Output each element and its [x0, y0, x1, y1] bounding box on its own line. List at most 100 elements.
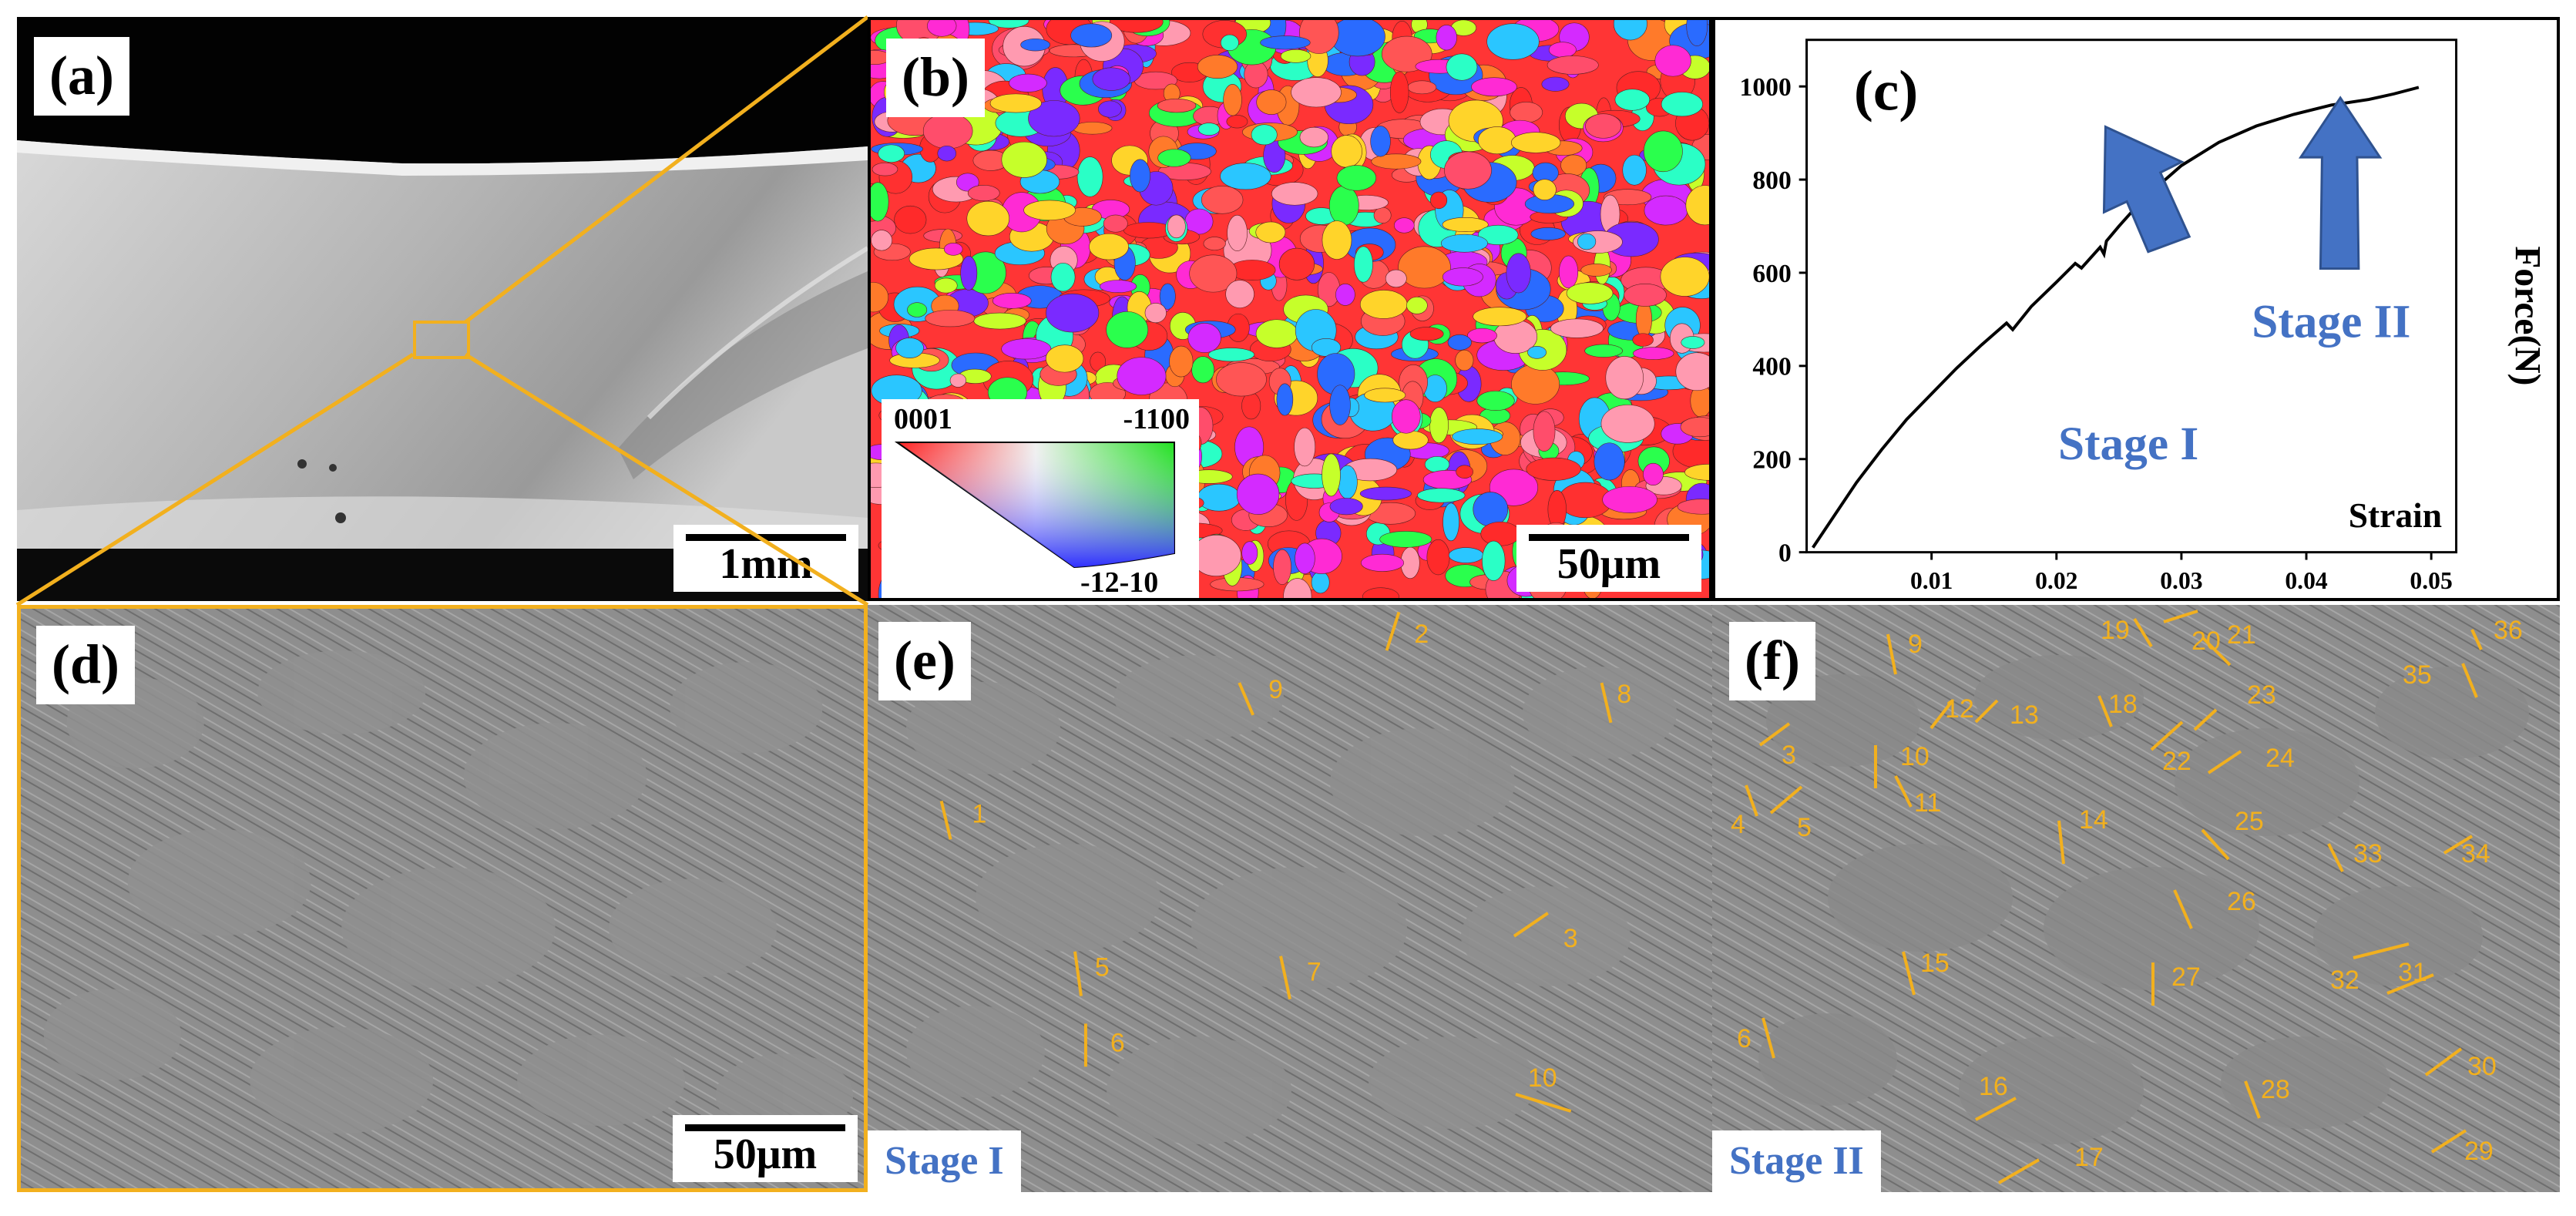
twin-line	[2353, 942, 2410, 959]
twin-number-label: 18	[2108, 690, 2138, 719]
twin-number-label: 5	[1095, 953, 1110, 983]
stage-i-annotation: Stage I	[2058, 418, 2198, 470]
twin-line	[1769, 785, 1803, 815]
twin-line	[2097, 695, 2113, 727]
panel-a-scale-text: 1mm	[719, 540, 813, 588]
twin-markers: 1 2 3 5 6 7 8 9 10	[939, 611, 1631, 1113]
twin-line	[2193, 708, 2218, 731]
twin-line	[2173, 889, 2193, 929]
twin-number-label: 10	[1528, 1063, 1557, 1093]
twin-number-label: 31	[2398, 958, 2427, 987]
panel-b-scale-text: 50μm	[1557, 540, 1661, 588]
y-axis-label: Force(N)	[2507, 246, 2547, 385]
twin-line	[1745, 784, 1758, 817]
twin-number-label: 22	[2162, 747, 2191, 776]
panel-b-label: (b)	[886, 39, 985, 117]
twin-line	[1238, 682, 1255, 716]
twin-number-label: 11	[1914, 788, 1941, 818]
panel-b: (b) 0001 -1100 -12-10 50μm	[868, 17, 1712, 601]
twin-line	[1998, 1158, 2040, 1184]
twin-line	[1385, 611, 1401, 651]
twin-number-label: 32	[2330, 966, 2359, 995]
twin-number-label: 9	[1268, 675, 1283, 704]
stage-ii-annotation: Stage II	[2252, 296, 2410, 348]
stage-ii-arrow	[2298, 96, 2383, 270]
twin-number-label: 24	[2265, 744, 2295, 773]
twin-number-label: 9	[1908, 630, 1923, 659]
twin-line	[1513, 912, 1549, 938]
twin-line	[1902, 951, 1916, 996]
plot-frame	[1805, 39, 2458, 554]
twin-number-label: 15	[1920, 949, 1950, 978]
y-tick-label: 0	[1778, 539, 1792, 568]
sem-microstructure-d	[21, 609, 864, 1188]
y-tick-label: 600	[1752, 260, 1791, 288]
twin-line	[2207, 750, 2242, 774]
panel-d: (d) 50μm	[17, 605, 868, 1192]
twin-number-label: 12	[1945, 694, 1974, 724]
twin-line	[2424, 1047, 2463, 1077]
twin-line	[1886, 633, 1897, 675]
panel-c: 0 200 400 600 800 1000 0.01 0.02 0.03 0.04 0.05 Str…	[1712, 17, 2560, 601]
twin-line	[1600, 682, 1613, 724]
twin-number-label: 36	[2494, 616, 2523, 645]
panel-f-label: (f)	[1729, 622, 1815, 700]
panel-e: (e) Stage I 1 2 3 5 6 7 8 9 10	[868, 605, 1712, 1192]
panel-e-label: (e)	[878, 622, 971, 700]
panel-b-scale-bar: 50μm	[1516, 525, 1701, 592]
twin-number-label: 8	[1617, 680, 1631, 709]
twin-line	[1929, 699, 1954, 730]
force-strain-chart: 0 200 400 600 800 1000 0.01 0.02 0.03 0.04 0.05 Str…	[1740, 39, 2547, 594]
twin-number-label: 3	[1563, 924, 1578, 953]
twin-number-label: 2	[1414, 620, 1429, 649]
twin-number-label: 6	[1737, 1024, 1751, 1053]
twin-line	[2201, 636, 2232, 667]
sem-microstructure-f	[1712, 605, 2560, 1192]
twin-number-label: 14	[2079, 805, 2108, 835]
twin-line	[1975, 1097, 2017, 1121]
twin-line	[1894, 775, 1913, 808]
panel-a: (a) 1mm	[17, 17, 868, 601]
panel-d-scale-text: 50μm	[713, 1130, 818, 1178]
ipf-legend: 0001 -1100 -12-10	[882, 399, 1199, 599]
twin-number-label: 27	[2171, 962, 2201, 992]
panel-d-scale-bar: 50μm	[673, 1115, 858, 1182]
twin-number-label: 4	[1731, 810, 1745, 839]
ipf-label-1100: -1100	[1123, 403, 1190, 435]
twin-line	[2443, 835, 2474, 855]
twin-line	[1515, 1093, 1572, 1113]
x-axis-label: Strain	[2349, 495, 2442, 535]
sem-overview-image	[17, 17, 868, 601]
y-tick-label: 400	[1752, 353, 1791, 381]
twin-number-label: 10	[1900, 742, 1929, 771]
twin-number-label: 26	[2227, 887, 2256, 916]
twin-number-label: 35	[2403, 660, 2432, 690]
twin-line	[1758, 722, 1791, 747]
twin-number-label: 17	[2074, 1143, 2104, 1172]
x-tick-label: 0.03	[2160, 567, 2202, 594]
twin-number-label: 33	[2353, 839, 2383, 868]
twin-number-label: 29	[2464, 1137, 2494, 1166]
twin-number-label: 1	[972, 799, 987, 828]
y-tick-label: 800	[1752, 166, 1791, 195]
twin-line	[2057, 820, 2065, 865]
twin-line	[2150, 721, 2184, 751]
twin-line	[939, 800, 952, 840]
twin-number-label: 13	[2010, 700, 2039, 730]
twin-line	[2327, 843, 2344, 872]
twin-number-label: 7	[1307, 958, 1322, 987]
twin-line	[2430, 1129, 2467, 1154]
twin-line	[1762, 1017, 1775, 1059]
twin-line	[1073, 951, 1083, 996]
twin-line	[2163, 610, 2198, 623]
twin-number-label: 21	[2227, 620, 2256, 650]
twin-line	[2386, 973, 2434, 995]
twin-line	[1974, 699, 1999, 724]
panel-c-label: (c)	[1854, 59, 1918, 123]
zoom-box	[413, 321, 470, 359]
x-tick-label: 0.02	[2035, 567, 2077, 594]
twin-line	[2470, 629, 2483, 650]
ipf-label-12-10: -12-10	[1080, 566, 1159, 599]
twin-line	[2201, 828, 2230, 861]
x-tick-label: 0.01	[1910, 567, 1953, 594]
